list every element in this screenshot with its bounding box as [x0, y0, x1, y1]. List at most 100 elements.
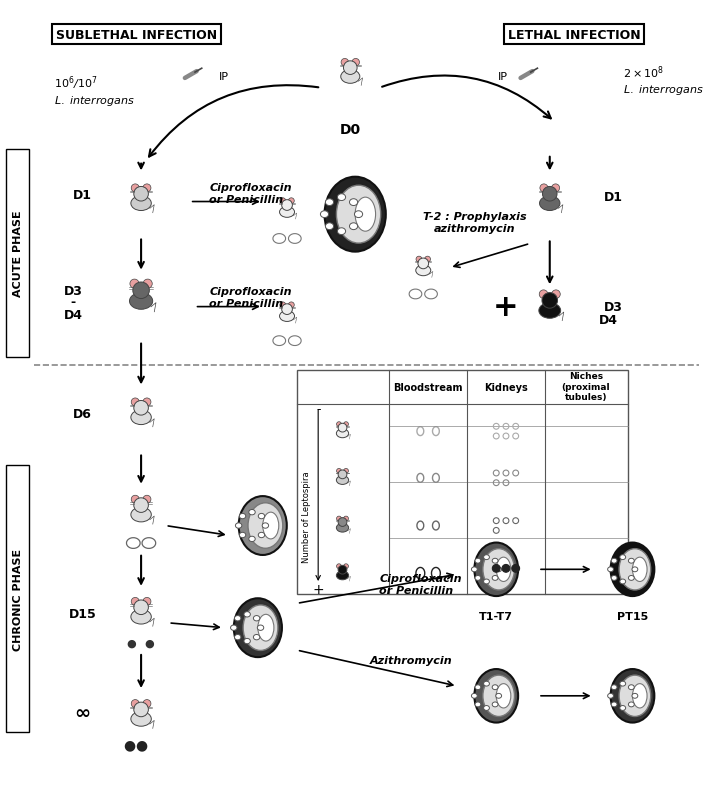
- Text: +: +: [493, 293, 519, 322]
- Ellipse shape: [355, 198, 376, 232]
- Ellipse shape: [257, 626, 264, 630]
- Circle shape: [143, 280, 152, 289]
- Ellipse shape: [475, 558, 481, 564]
- Circle shape: [131, 597, 139, 606]
- Ellipse shape: [633, 557, 647, 581]
- Ellipse shape: [249, 537, 255, 542]
- Circle shape: [344, 516, 348, 521]
- Ellipse shape: [320, 212, 329, 218]
- Text: IP: IP: [219, 72, 229, 82]
- Circle shape: [337, 469, 341, 474]
- Circle shape: [542, 294, 558, 309]
- Ellipse shape: [628, 576, 634, 581]
- Ellipse shape: [610, 543, 654, 597]
- Text: Ciprofloxacin
or Penicillin: Ciprofloxacin or Penicillin: [209, 183, 292, 205]
- Circle shape: [338, 565, 347, 574]
- Circle shape: [551, 290, 560, 299]
- Circle shape: [143, 496, 151, 504]
- Circle shape: [543, 187, 557, 202]
- Circle shape: [134, 703, 149, 717]
- Circle shape: [539, 290, 548, 299]
- Ellipse shape: [253, 634, 260, 640]
- Circle shape: [344, 469, 348, 474]
- Ellipse shape: [131, 411, 151, 425]
- Ellipse shape: [279, 208, 294, 218]
- Circle shape: [344, 564, 348, 569]
- Ellipse shape: [607, 694, 613, 699]
- Ellipse shape: [611, 685, 617, 690]
- Ellipse shape: [258, 533, 265, 538]
- Circle shape: [130, 280, 139, 289]
- Circle shape: [134, 600, 149, 615]
- Text: D6: D6: [73, 407, 92, 420]
- Ellipse shape: [492, 576, 498, 581]
- Ellipse shape: [492, 685, 498, 690]
- Circle shape: [134, 187, 149, 202]
- Ellipse shape: [484, 579, 490, 584]
- Ellipse shape: [263, 512, 279, 539]
- Circle shape: [337, 422, 341, 427]
- Ellipse shape: [239, 514, 246, 519]
- Ellipse shape: [337, 195, 345, 201]
- Text: Ciprofloxacin
or Penicillin: Ciprofloxacin or Penicillin: [380, 573, 462, 595]
- Circle shape: [540, 184, 548, 192]
- Ellipse shape: [238, 496, 286, 555]
- Ellipse shape: [496, 684, 510, 708]
- Ellipse shape: [325, 224, 334, 230]
- Circle shape: [143, 699, 151, 707]
- Ellipse shape: [350, 200, 358, 206]
- Text: IP: IP: [498, 72, 508, 82]
- Circle shape: [143, 597, 151, 606]
- Ellipse shape: [611, 702, 617, 707]
- Circle shape: [133, 282, 149, 299]
- Circle shape: [416, 257, 422, 263]
- Circle shape: [343, 62, 357, 75]
- Text: Kidneys: Kidneys: [484, 383, 528, 393]
- Text: D4: D4: [63, 309, 83, 322]
- Ellipse shape: [239, 533, 246, 538]
- Circle shape: [134, 498, 149, 512]
- Ellipse shape: [355, 212, 363, 218]
- Circle shape: [338, 518, 347, 527]
- Circle shape: [424, 257, 431, 263]
- Text: Bloodstream: Bloodstream: [393, 383, 463, 393]
- Ellipse shape: [235, 634, 241, 640]
- Ellipse shape: [484, 682, 490, 687]
- Ellipse shape: [336, 429, 349, 438]
- Ellipse shape: [632, 694, 638, 699]
- Ellipse shape: [258, 614, 274, 642]
- Circle shape: [502, 565, 510, 573]
- Circle shape: [143, 184, 151, 192]
- Text: ∞: ∞: [75, 703, 91, 722]
- Circle shape: [131, 496, 139, 504]
- Ellipse shape: [620, 579, 625, 584]
- Ellipse shape: [495, 694, 502, 699]
- Ellipse shape: [633, 684, 647, 708]
- Ellipse shape: [131, 610, 151, 624]
- Text: +: +: [312, 582, 324, 596]
- Ellipse shape: [279, 311, 294, 322]
- Text: Azithromycin: Azithromycin: [370, 655, 452, 665]
- Circle shape: [131, 699, 139, 707]
- Circle shape: [143, 399, 151, 407]
- Circle shape: [337, 516, 341, 521]
- Ellipse shape: [336, 476, 349, 485]
- Circle shape: [493, 565, 500, 573]
- Ellipse shape: [475, 685, 481, 690]
- Ellipse shape: [253, 616, 260, 621]
- Ellipse shape: [475, 702, 481, 707]
- Ellipse shape: [336, 524, 349, 533]
- Text: ●: ●: [123, 738, 136, 751]
- Ellipse shape: [628, 558, 634, 564]
- Text: SUBLETHAL INFECTION: SUBLETHAL INFECTION: [56, 29, 217, 42]
- Ellipse shape: [244, 638, 251, 644]
- Ellipse shape: [628, 685, 634, 690]
- Ellipse shape: [244, 612, 251, 618]
- Ellipse shape: [262, 523, 269, 529]
- Ellipse shape: [235, 616, 241, 621]
- Text: D1: D1: [604, 191, 623, 204]
- FancyBboxPatch shape: [6, 466, 29, 732]
- Text: CHRONIC PHASE: CHRONIC PHASE: [12, 548, 22, 650]
- Text: PT15: PT15: [617, 611, 648, 622]
- Ellipse shape: [492, 702, 498, 707]
